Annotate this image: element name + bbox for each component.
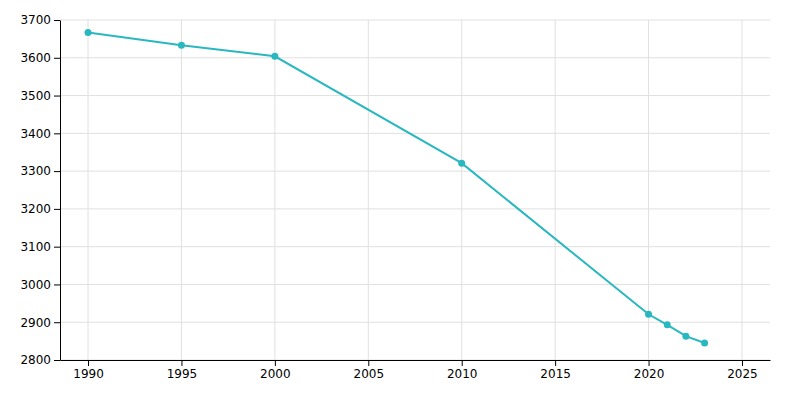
axis-line <box>60 21 61 361</box>
grid-line-y <box>60 57 770 58</box>
tick: 2010 <box>447 360 478 381</box>
tick-mark <box>54 96 60 97</box>
tick: 3100 <box>20 240 60 254</box>
point <box>682 333 689 340</box>
tick-mark <box>54 58 60 59</box>
grid-line-x <box>181 20 182 360</box>
chart: 1990 1995 2000 2005 2010 2015 2020 2025 2800 2900… <box>0 0 800 400</box>
tick-mark <box>88 360 89 366</box>
x-axis: 1990 1995 2000 2005 2010 2015 2020 2025 <box>61 360 771 381</box>
plot: 1990 1995 2000 2005 2010 2015 2020 2025 2800 2900… <box>20 13 770 380</box>
tick-mark <box>649 360 650 366</box>
tick-label: 3300 <box>20 164 51 178</box>
tick-label: 2015 <box>540 367 571 381</box>
tick-mark <box>555 360 556 366</box>
tick: 3600 <box>20 51 60 65</box>
tick-mark <box>54 322 60 323</box>
tick-label: 2800 <box>20 353 51 367</box>
tick-mark <box>181 360 182 366</box>
point <box>85 29 92 36</box>
tick: 2025 <box>727 360 758 381</box>
tick-label: 3600 <box>20 51 51 65</box>
tick: 2020 <box>634 360 665 381</box>
grid-line-x <box>741 20 742 360</box>
y-axis: 2800 2900 3000 3100 3200 3300 3400 3500 3600 3700 <box>20 13 60 367</box>
grid-line-y <box>60 284 770 285</box>
tick-mark <box>54 20 60 21</box>
grid-line-y <box>60 133 770 134</box>
tick-mark <box>462 360 463 366</box>
tick-label: 3100 <box>20 240 51 254</box>
tick: 2005 <box>354 360 385 381</box>
tick-mark <box>368 360 369 366</box>
grid-line-y <box>60 171 770 172</box>
tick-label: 2000 <box>260 367 291 381</box>
grid-line-x <box>555 20 556 360</box>
grid-line-x <box>648 20 649 360</box>
grid-line-y <box>60 246 770 247</box>
grid-line-x <box>88 20 89 360</box>
tick-label: 2005 <box>354 367 385 381</box>
grid-line-y <box>60 360 770 361</box>
tick-label: 3200 <box>20 202 51 216</box>
tick-label: 3700 <box>20 13 51 27</box>
tick-mark <box>54 133 60 134</box>
grid-line-y <box>60 208 770 209</box>
tick: 2900 <box>20 316 60 330</box>
tick: 2800 <box>20 353 60 367</box>
tick: 2000 <box>260 360 291 381</box>
tick-label: 3400 <box>20 127 51 141</box>
tick: 3500 <box>20 89 60 103</box>
tick-mark <box>54 171 60 172</box>
tick-mark <box>742 360 743 366</box>
grid-line-y <box>60 95 770 96</box>
tick-label: 2900 <box>20 316 51 330</box>
tick: 3000 <box>20 278 60 292</box>
grid-line-x <box>368 20 369 360</box>
grid <box>60 20 770 360</box>
tick-label: 2025 <box>727 367 758 381</box>
tick-label: 1990 <box>73 367 104 381</box>
tick: 1990 <box>73 360 104 381</box>
tick: 3300 <box>20 164 60 178</box>
tick: 3400 <box>20 127 60 141</box>
tick-label: 2020 <box>634 367 665 381</box>
point <box>645 311 652 318</box>
tick: 3200 <box>20 202 60 216</box>
marks <box>85 29 709 347</box>
tick-label: 3500 <box>20 89 51 103</box>
tick-mark <box>54 284 60 285</box>
tick-label: 1995 <box>167 367 198 381</box>
tick-mark <box>54 360 60 361</box>
point <box>664 321 671 328</box>
tick: 2015 <box>540 360 571 381</box>
grid-line-x <box>274 20 275 360</box>
grid-line-y <box>60 20 770 21</box>
point <box>271 53 278 60</box>
tick-mark <box>54 209 60 210</box>
tick-mark <box>54 247 60 248</box>
line <box>88 32 705 343</box>
point <box>458 160 465 167</box>
point <box>701 340 708 347</box>
tick-mark <box>275 360 276 366</box>
tick: 3700 <box>20 13 60 27</box>
tick-label: 3000 <box>20 278 51 292</box>
tick-label: 2010 <box>447 367 478 381</box>
axis-line <box>61 360 771 361</box>
grid-line-x <box>461 20 462 360</box>
point <box>178 42 185 49</box>
tick: 1995 <box>167 360 198 381</box>
